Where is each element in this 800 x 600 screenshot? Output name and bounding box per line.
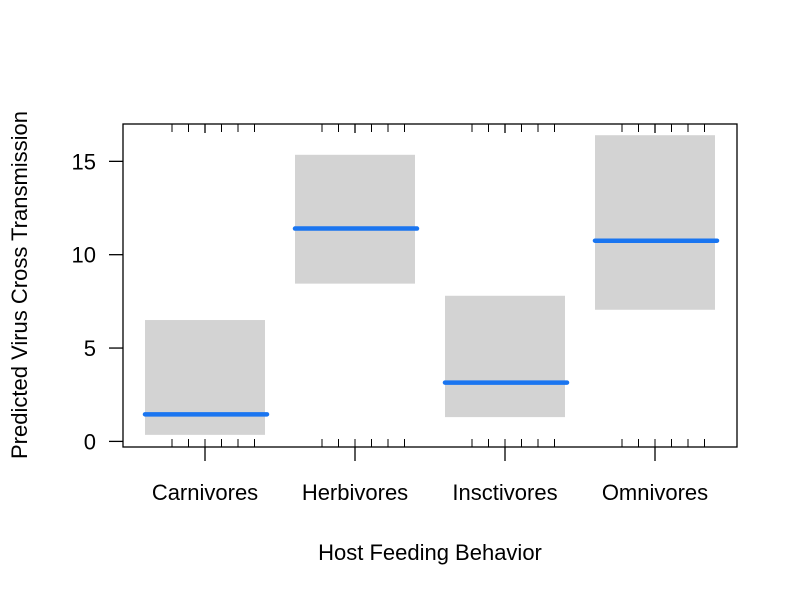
y-tick-label: 15	[72, 149, 96, 174]
x-tick-label: Insctivores	[452, 480, 557, 505]
ci-band	[295, 154, 415, 284]
y-tick-label: 5	[84, 336, 96, 361]
x-tick-label: Omnivores	[602, 480, 708, 505]
x-axis: Carnivores Herbivores Insctivores Omnivores	[152, 124, 708, 505]
fit-lines-layer	[142, 226, 720, 417]
x-tick-label: Herbivores	[302, 480, 408, 505]
ci-band	[595, 135, 715, 310]
y-axis-label: Predicted Virus Cross Transmission	[7, 111, 32, 459]
bands-layer	[145, 135, 715, 435]
x-axis-label: Host Feeding Behavior	[318, 540, 542, 565]
y-tick-label: 0	[84, 429, 96, 454]
y-tick-label: 10	[72, 243, 96, 268]
x-tick-label: Carnivores	[152, 480, 258, 505]
ci-band	[445, 295, 565, 418]
ci-band	[145, 320, 265, 435]
plot-frame	[122, 123, 738, 448]
y-axis: 0 5 10 15	[72, 149, 123, 454]
